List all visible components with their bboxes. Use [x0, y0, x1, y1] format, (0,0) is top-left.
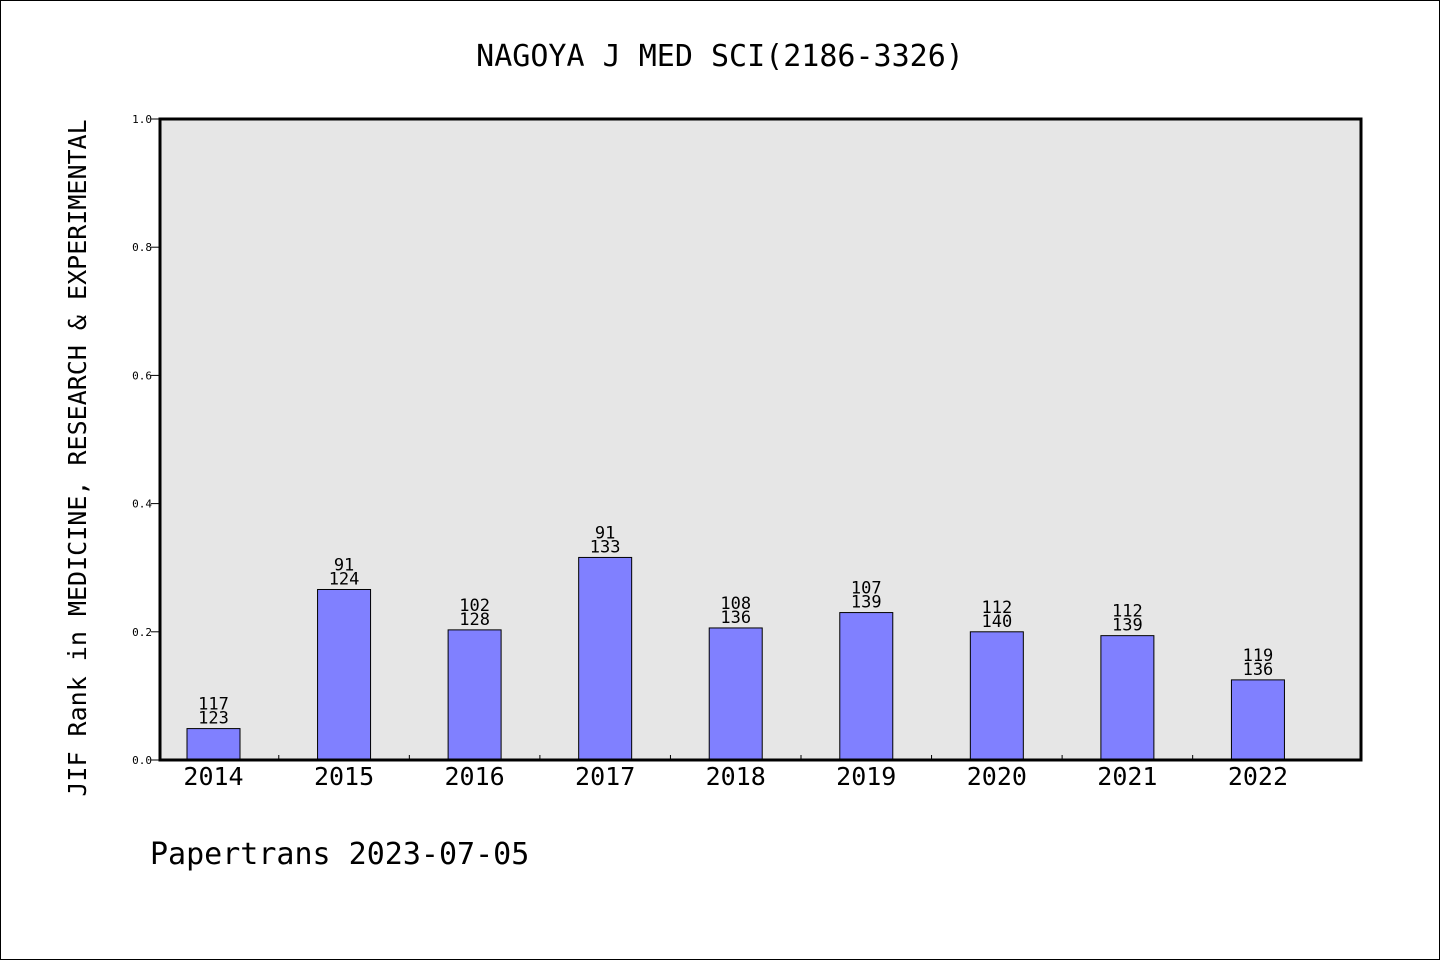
y-axis-ticks: 0.0 0.2 0.4 0.6 0.8 1.0	[132, 113, 160, 767]
footer-credit: Papertrans 2023-07-05	[150, 837, 529, 872]
y-tick-label: 0.0	[132, 754, 152, 767]
bar	[447, 629, 502, 761]
bar-total-label: 136	[720, 608, 751, 628]
x-tick-label: 2020	[967, 762, 1027, 791]
y-tick-label: 0.8	[132, 241, 152, 254]
bar	[186, 728, 241, 761]
plot-border	[158, 117, 1363, 762]
y-tick-label: 0.6	[132, 369, 152, 382]
bar-rank-label: 117	[198, 695, 229, 715]
bar-total-label: 124	[329, 569, 360, 589]
bar-rank-label: 102	[459, 596, 490, 616]
bar-rank-label: 91	[334, 555, 354, 575]
y-tick-label: 1.0	[132, 113, 152, 126]
x-tick-label: 2014	[183, 762, 243, 791]
y-tick-label: 0.2	[132, 626, 152, 639]
bar-rank-label: 91	[595, 523, 615, 543]
bar	[839, 612, 894, 761]
bar-total-label: 136	[1243, 660, 1274, 680]
bar-rank-label: 112	[1112, 602, 1143, 622]
bar-total-label: 123	[198, 709, 229, 729]
x-tick-label: 2021	[1097, 762, 1157, 791]
y-tick-label: 0.4	[132, 498, 152, 511]
bar	[969, 631, 1024, 761]
bar-total-label: 139	[851, 593, 882, 613]
x-tick-label: 2022	[1228, 762, 1288, 791]
bar	[317, 588, 372, 761]
bar-rank-label: 112	[981, 598, 1012, 618]
bar-total-label: 140	[981, 612, 1012, 632]
x-tick-label: 2017	[575, 762, 635, 791]
bar	[1230, 679, 1285, 761]
bar-rank-label: 119	[1243, 646, 1274, 666]
bar-series	[186, 556, 1285, 761]
bar-rank-label: 108	[720, 594, 751, 614]
x-tick-label: 2015	[314, 762, 374, 791]
bar-rank-label: 107	[851, 579, 882, 599]
x-tick-label: 2016	[445, 762, 505, 791]
bar-total-label: 128	[459, 610, 490, 630]
x-tick-label: 2019	[836, 762, 896, 791]
bar	[708, 627, 763, 761]
x-tick-label: 2018	[706, 762, 766, 791]
bar-total-label: 133	[590, 537, 621, 557]
bar	[1100, 635, 1155, 761]
bar-total-label: 139	[1112, 616, 1143, 636]
bar	[578, 556, 633, 761]
y-axis-label: JIF Rank in MEDICINE, RESEARCH & EXPERIM…	[63, 119, 92, 796]
x-axis-ticks: 2014 2015 2016 2017 2018 2019 2020 2021 2022	[183, 755, 1288, 791]
chart-title: NAGOYA J MED SCI(2186-3326)	[476, 39, 964, 74]
